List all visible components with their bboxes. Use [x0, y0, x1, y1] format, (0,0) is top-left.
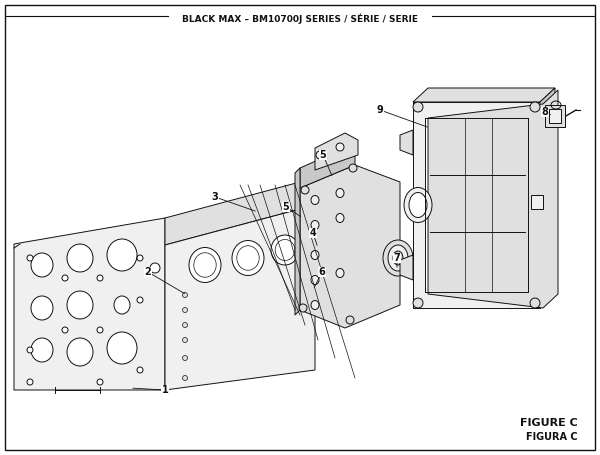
Text: 7: 7 [394, 253, 400, 263]
Circle shape [346, 316, 354, 324]
Bar [531, 195, 543, 209]
Ellipse shape [31, 338, 53, 362]
Text: 2: 2 [145, 267, 151, 277]
Ellipse shape [311, 221, 319, 229]
Circle shape [301, 186, 309, 194]
Ellipse shape [275, 239, 295, 261]
Ellipse shape [383, 240, 413, 276]
Polygon shape [165, 178, 315, 245]
Circle shape [316, 151, 324, 159]
Ellipse shape [67, 338, 93, 366]
Ellipse shape [311, 251, 319, 259]
Ellipse shape [300, 247, 310, 258]
Text: 5: 5 [283, 202, 289, 212]
Polygon shape [425, 118, 528, 292]
Ellipse shape [336, 188, 344, 197]
Circle shape [413, 298, 423, 308]
Ellipse shape [67, 291, 93, 319]
Ellipse shape [388, 245, 408, 271]
Text: FIGURA C: FIGURA C [526, 432, 578, 442]
Bar [545, 105, 565, 127]
Text: BLACK MAX – BM10700J SERIES / SÉRIE / SERIE: BLACK MAX – BM10700J SERIES / SÉRIE / SE… [182, 13, 418, 24]
Bar [549, 109, 561, 123]
Circle shape [182, 338, 187, 343]
Circle shape [62, 275, 68, 281]
Ellipse shape [393, 251, 403, 265]
Ellipse shape [31, 296, 53, 320]
Circle shape [299, 304, 307, 312]
Text: 9: 9 [377, 105, 383, 115]
Text: 8: 8 [542, 107, 548, 117]
Text: 3: 3 [212, 192, 218, 202]
Ellipse shape [271, 235, 299, 265]
Polygon shape [300, 165, 400, 328]
Circle shape [97, 379, 103, 385]
Text: 5: 5 [320, 150, 326, 160]
Ellipse shape [311, 300, 319, 309]
Circle shape [97, 275, 103, 281]
Circle shape [27, 255, 33, 261]
Circle shape [349, 164, 357, 172]
Ellipse shape [67, 244, 93, 272]
Polygon shape [315, 133, 358, 170]
Circle shape [137, 297, 143, 303]
Ellipse shape [114, 296, 130, 314]
Polygon shape [295, 168, 300, 315]
Circle shape [137, 255, 143, 261]
Circle shape [182, 375, 187, 380]
Text: FIGURE C: FIGURE C [520, 418, 578, 428]
Polygon shape [428, 90, 558, 308]
Ellipse shape [194, 253, 216, 277]
Ellipse shape [189, 248, 221, 283]
Circle shape [137, 367, 143, 373]
Circle shape [336, 143, 344, 151]
Ellipse shape [336, 213, 344, 222]
Polygon shape [165, 205, 315, 390]
Circle shape [182, 323, 187, 328]
Ellipse shape [31, 253, 53, 277]
Ellipse shape [237, 246, 259, 270]
Circle shape [27, 379, 33, 385]
Text: 4: 4 [310, 228, 316, 238]
Circle shape [27, 347, 33, 353]
Ellipse shape [336, 268, 344, 278]
Text: 6: 6 [319, 267, 325, 277]
Circle shape [530, 298, 540, 308]
Ellipse shape [150, 263, 160, 273]
Circle shape [182, 355, 187, 360]
Ellipse shape [311, 196, 319, 204]
Circle shape [62, 327, 68, 333]
Circle shape [530, 102, 540, 112]
Polygon shape [400, 255, 413, 280]
Circle shape [182, 293, 187, 298]
Ellipse shape [107, 332, 137, 364]
Polygon shape [14, 218, 165, 390]
Ellipse shape [311, 275, 319, 284]
Ellipse shape [409, 192, 427, 217]
Polygon shape [400, 130, 413, 155]
Circle shape [97, 327, 103, 333]
Ellipse shape [107, 239, 137, 271]
Ellipse shape [232, 241, 264, 275]
Polygon shape [300, 148, 355, 188]
Circle shape [182, 308, 187, 313]
Circle shape [413, 102, 423, 112]
Polygon shape [540, 88, 555, 308]
Text: 1: 1 [161, 385, 169, 395]
Polygon shape [413, 88, 555, 102]
Ellipse shape [298, 244, 312, 260]
Polygon shape [413, 102, 540, 308]
Ellipse shape [404, 187, 432, 222]
